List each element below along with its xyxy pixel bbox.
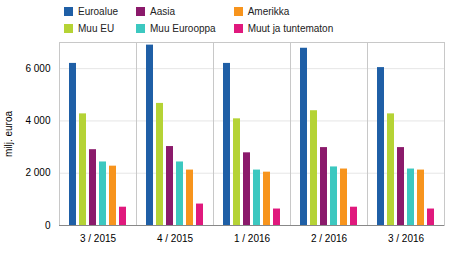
- html-text:Muut ja tuntematon: Muut ja tuntematon: [247, 23, 334, 34]
- html-text:Euroalue: Euroalue: [78, 6, 118, 17]
- svg-text:1 / 2016: 1 / 2016: [234, 233, 271, 244]
- svg-text:3 / 2015: 3 / 2015: [80, 233, 117, 244]
- svg-text:milj. euroa: milj. euroa: [3, 111, 14, 158]
- svg-text:2 000: 2 000: [25, 167, 50, 178]
- svg-text:0: 0: [45, 220, 51, 231]
- html-text:Amerikka: Amerikka: [247, 6, 290, 17]
- svg-text:4 / 2015: 4 / 2015: [157, 233, 194, 244]
- html-text:Muu Eurooppa: Muu Eurooppa: [150, 23, 216, 34]
- svg-text:2 / 2016: 2 / 2016: [311, 233, 348, 244]
- svg-text:6 000: 6 000: [25, 63, 50, 74]
- svg-text:4 000: 4 000: [25, 115, 50, 126]
- svg-text:3 / 2016: 3 / 2016: [388, 233, 425, 244]
- html-text:Aasia: Aasia: [150, 6, 175, 17]
- html-text:Muu EU: Muu EU: [78, 23, 115, 34]
